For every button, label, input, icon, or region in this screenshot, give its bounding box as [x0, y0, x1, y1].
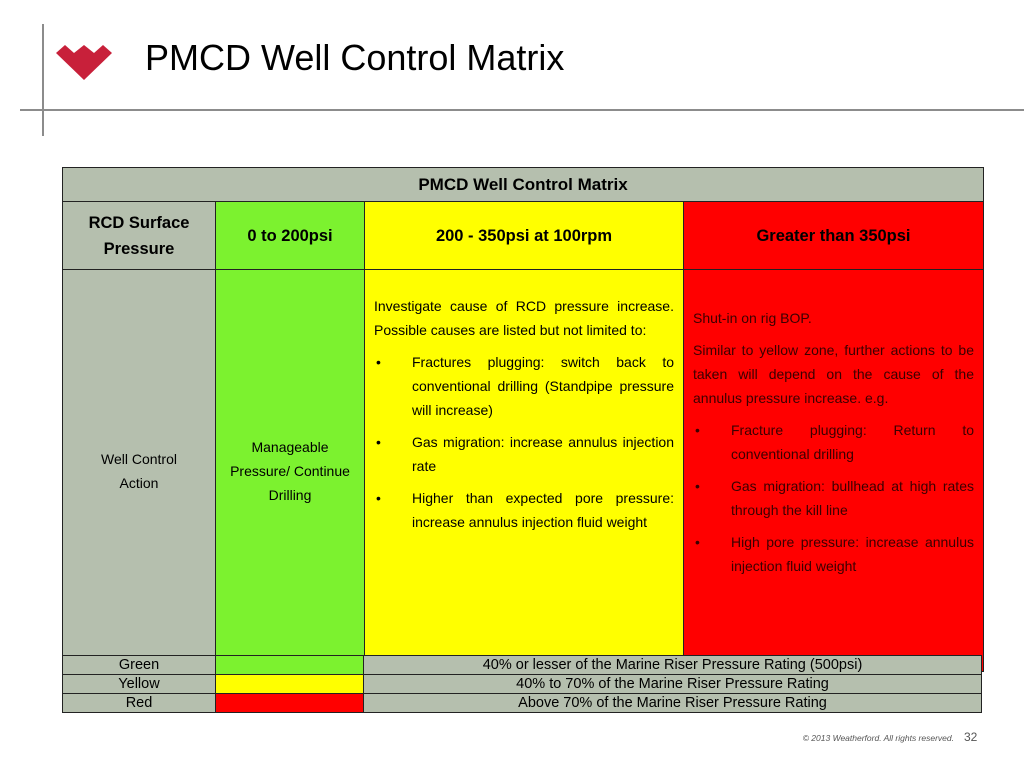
- red-intro-2: Similar to yellow zone, further actions …: [693, 342, 974, 406]
- decorative-vertical-line: [42, 24, 44, 136]
- table-header-row: PMCD Well Control Matrix: [62, 167, 984, 202]
- action-row-label-text: Well Control Action: [101, 450, 177, 491]
- legend-description: 40% or lesser of the Marine Riser Pressu…: [363, 655, 982, 675]
- copyright-footer: © 2013 Weatherford. All rights reserved.: [802, 733, 954, 743]
- pressure-red-cell: Greater than 350psi: [683, 201, 984, 270]
- list-item: High pore pressure: increase annulus inj…: [693, 530, 974, 578]
- pressure-green-cell: 0 to 200psi: [215, 201, 365, 270]
- legend-name: Green: [62, 655, 216, 675]
- action-green-cell: Manageable Pressure/ Continue Drilling: [215, 269, 365, 672]
- red-bullet-list: Fracture plugging: Return to conventiona…: [693, 418, 974, 578]
- action-green-text: Manageable Pressure/ Continue Drilling: [230, 438, 350, 503]
- slide-title: PMCD Well Control Matrix: [145, 37, 565, 78]
- page-number: 32: [964, 730, 978, 744]
- action-row: Well Control Action Manageable Pressure/…: [62, 269, 984, 672]
- list-item: Gas migration: bullhead at high rates th…: [693, 474, 974, 522]
- legend-swatch-green: [215, 655, 364, 675]
- well-control-matrix-table: PMCD Well Control Matrix RCD Surface Pre…: [62, 167, 984, 672]
- action-red-cell: Shut-in on rig BOP. Similar to yellow zo…: [683, 269, 984, 672]
- legend-name: Red: [62, 693, 216, 713]
- list-item: Fractures plugging: switch back to conve…: [374, 350, 674, 422]
- list-item: Higher than expected pore pressure: incr…: [374, 486, 674, 534]
- decorative-horizontal-line: [20, 109, 1024, 111]
- pressure-row: RCD Surface Pressure 0 to 200psi 200 - 3…: [62, 201, 984, 270]
- legend-row-green: Green 40% or lesser of the Marine Riser …: [62, 655, 982, 675]
- weatherford-logo-icon: [56, 45, 112, 80]
- red-intro-1: Shut-in on rig BOP.: [693, 310, 812, 326]
- legend-swatch-red: [215, 693, 364, 713]
- pressure-row-label: RCD Surface Pressure: [62, 201, 216, 270]
- list-item: Gas migration: increase annulus injectio…: [374, 430, 674, 478]
- legend-table: Green 40% or lesser of the Marine Riser …: [62, 655, 982, 713]
- yellow-intro: Investigate cause of RCD pressure increa…: [374, 298, 674, 338]
- legend-name: Yellow: [62, 674, 216, 694]
- legend-description: 40% to 70% of the Marine Riser Pressure …: [363, 674, 982, 694]
- legend-description: Above 70% of the Marine Riser Pressure R…: [363, 693, 982, 713]
- action-yellow-cell: Investigate cause of RCD pressure increa…: [364, 269, 684, 672]
- legend-row-yellow: Yellow 40% to 70% of the Marine Riser Pr…: [62, 674, 982, 694]
- list-item: Fracture plugging: Return to conventiona…: [693, 418, 974, 466]
- table-header: PMCD Well Control Matrix: [62, 167, 984, 202]
- action-row-label: Well Control Action: [62, 269, 216, 672]
- legend-swatch-yellow: [215, 674, 364, 694]
- yellow-bullet-list: Fractures plugging: switch back to conve…: [374, 350, 674, 534]
- legend-row-red: Red Above 70% of the Marine Riser Pressu…: [62, 693, 982, 713]
- pressure-yellow-cell: 200 - 350psi at 100rpm: [364, 201, 684, 270]
